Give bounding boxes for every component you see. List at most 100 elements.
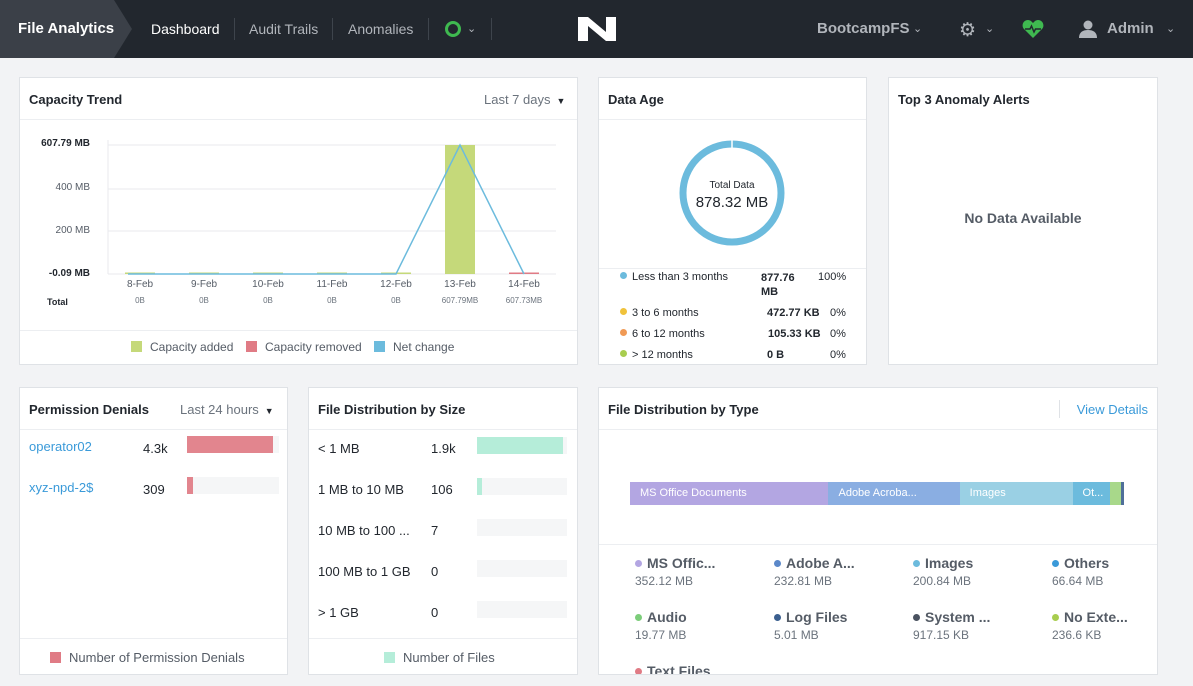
type-stacked-bar: MS Office Documents Adobe Acroba... Images…: [630, 482, 1125, 505]
divider: [599, 544, 1157, 545]
legend-dot: [1052, 560, 1059, 567]
size-bar-track: [477, 519, 567, 536]
legend-net-change[interactable]: Net change: [374, 340, 454, 354]
type-item-label[interactable]: Adobe A...: [774, 555, 855, 571]
size-bar[interactable]: [477, 478, 483, 495]
total-value-label: 607.79MB: [441, 296, 479, 305]
type-item-label[interactable]: Text Files: [635, 663, 711, 675]
bar-capacity-added[interactable]: [445, 145, 475, 274]
type-item-label[interactable]: Log Files: [774, 609, 847, 625]
y-tick-label: 200 MB: [55, 225, 90, 236]
legend-dot: [774, 614, 781, 621]
user-menu[interactable]: Admin: [1107, 20, 1154, 37]
age-label: 6 to 12 months: [632, 328, 705, 340]
total-value-label: 0B: [135, 296, 145, 305]
legend-dot: [1052, 614, 1059, 621]
legend-dot: [635, 668, 642, 674]
legend-capacity-added[interactable]: Capacity added: [131, 340, 233, 354]
health-status-icon[interactable]: [445, 21, 461, 37]
time-range-dropdown[interactable]: Last 24 hours ▼: [180, 402, 274, 417]
type-name: Text Files: [647, 663, 711, 675]
permission-user-link[interactable]: operator02: [29, 439, 92, 454]
donut-label: Total Data: [709, 180, 755, 191]
size-bar-track: [477, 478, 567, 495]
type-item-label[interactable]: System ...: [913, 609, 990, 625]
size-bucket-count: 1.9k: [431, 441, 456, 456]
type-bar-segment[interactable]: [1121, 482, 1124, 505]
type-item-label[interactable]: Audio: [635, 609, 687, 625]
size-bucket-count: 7: [431, 523, 439, 538]
size-bucket-label: 100 MB to 1 GB: [318, 564, 411, 579]
x-tick-label: 12-Feb: [380, 279, 412, 290]
age-size: 105.33 KB: [768, 328, 821, 340]
card-title: Capacity Trend: [29, 92, 123, 107]
type-bar-segment[interactable]: [1110, 482, 1121, 505]
legend-swatch: [50, 652, 61, 663]
type-size: 236.6 KB: [1052, 628, 1102, 642]
time-range-label: Last 7 days: [484, 92, 551, 107]
legend-dot: [620, 329, 627, 336]
type-name: Adobe A...: [786, 555, 855, 571]
type-bar-segment[interactable]: Ot...: [1072, 482, 1111, 505]
type-item-label[interactable]: Others: [1052, 555, 1109, 571]
chevron-down-icon[interactable]: ⌄: [1166, 23, 1176, 35]
total-value-label: 0B: [327, 296, 337, 305]
type-bar-segment[interactable]: Adobe Acroba...: [828, 482, 960, 505]
type-item-label[interactable]: MS Offic...: [635, 555, 715, 571]
capacity-trend-card: Capacity Trend Last 7 days ▼ 607.79 MB 40…: [19, 77, 578, 365]
user-icon[interactable]: [1079, 20, 1097, 38]
nav-anomalies[interactable]: Anomalies: [348, 21, 414, 37]
divider: [20, 330, 577, 331]
anomaly-alerts-card: Top 3 Anomaly Alerts No Data Available: [888, 77, 1158, 365]
chevron-down-icon[interactable]: ⌄: [985, 23, 995, 35]
nav-divider: [332, 18, 333, 40]
time-range-label: Last 24 hours: [180, 402, 259, 417]
total-row-label: Total: [47, 297, 68, 307]
file-server-selector[interactable]: BootcampFS: [817, 20, 910, 37]
chevron-down-icon: ▼: [556, 96, 566, 106]
health-heart-icon[interactable]: [1022, 19, 1044, 39]
card-header: Data Age: [599, 78, 866, 120]
app-title[interactable]: File Analytics: [0, 0, 132, 58]
type-bar-segment[interactable]: MS Office Documents: [630, 482, 829, 505]
type-bar-segment[interactable]: Images: [959, 482, 1073, 505]
legend-label: Number of Permission Denials: [69, 650, 245, 665]
type-item-label[interactable]: Images: [913, 555, 973, 571]
nav-audit-trails[interactable]: Audit Trails: [249, 21, 319, 37]
legend-swatch: [131, 341, 142, 352]
permission-count: 309: [143, 482, 165, 497]
age-size: 877.76 MB: [761, 272, 795, 298]
permission-bar[interactable]: [187, 436, 273, 453]
type-name: Images: [925, 555, 974, 571]
legend-capacity-removed[interactable]: Capacity removed: [246, 340, 362, 354]
chevron-down-icon[interactable]: ⌄: [913, 23, 923, 35]
age-label: Less than 3 months: [632, 271, 729, 283]
x-tick-label: 11-Feb: [316, 279, 348, 290]
age-pct: 0%: [830, 349, 846, 361]
chevron-down-icon[interactable]: ⌄: [467, 23, 477, 35]
permission-user-link[interactable]: xyz-npd-2$: [29, 480, 94, 495]
donut-value: 878.32 MB: [695, 194, 769, 211]
card-header: Permission Denials Last 24 hours ▼: [20, 388, 287, 430]
card-header: Capacity Trend Last 7 days ▼: [20, 78, 577, 120]
x-tick-label: 14-Feb: [508, 279, 540, 290]
type-item-label[interactable]: No Exte...: [1052, 609, 1128, 625]
size-bar-track: [477, 437, 567, 454]
card-header: File Distribution by Type View Details: [599, 388, 1157, 430]
card-title: File Distribution by Size: [318, 402, 466, 417]
nav-dashboard[interactable]: Dashboard: [151, 21, 220, 37]
age-size: 0 B: [767, 349, 785, 361]
time-range-dropdown[interactable]: Last 7 days ▼: [484, 92, 565, 107]
size-bucket-label: 10 MB to 100 ...: [318, 523, 410, 538]
legend-label: Number of Files: [403, 650, 495, 665]
capacity-chart: [107, 140, 556, 275]
size-bar[interactable]: [477, 437, 563, 454]
gear-icon[interactable]: ⚙: [959, 20, 977, 41]
nav-divider: [428, 18, 429, 40]
permission-bar[interactable]: [187, 477, 194, 494]
y-tick-label: 607.79 MB: [41, 138, 90, 149]
data-age-donut[interactable]: [679, 140, 785, 246]
age-row-label: 3 to 6 months: [620, 307, 699, 319]
view-details-link[interactable]: View Details: [1076, 402, 1148, 417]
type-size: 352.12 MB: [635, 574, 694, 588]
